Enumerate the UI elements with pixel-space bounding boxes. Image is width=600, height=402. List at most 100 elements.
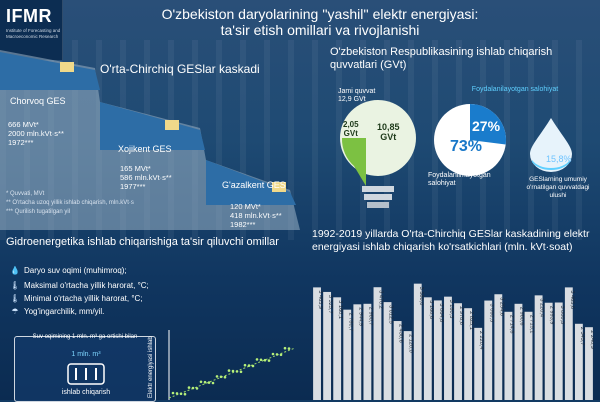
bar-2018 (574, 323, 583, 400)
hydro-share-pct: 15,8% (546, 154, 572, 164)
scatter-point (271, 352, 275, 356)
scatter-point (243, 363, 247, 367)
scatter-trend (168, 347, 296, 399)
bar-2008 (474, 327, 483, 400)
bar-2019 (585, 327, 593, 400)
flow-box-bottom: ishlab chiqarish (61, 389, 111, 396)
bar-2000 (393, 321, 402, 400)
scatter-point (195, 387, 199, 390)
hydro-share-label: GESlarning umumiy o'rnatilgan quvvatdagi… (526, 176, 590, 199)
bulb-base (364, 194, 392, 200)
scatter-point (183, 392, 187, 396)
bar-value-label: 2 220,4 (478, 331, 484, 350)
bar-2014 (534, 295, 543, 400)
thermal-capacity: 10,85 GVt (377, 122, 400, 142)
production-title: 1992-2019 yillarda O'rta-Chirchiq GESlar… (312, 228, 590, 253)
scatter-point (187, 386, 191, 389)
turbine-icon (67, 363, 105, 385)
factor-label: Minimal o'rtacha yillik harorat, °C; (24, 294, 143, 303)
station-icon (272, 182, 286, 192)
station-power: 666 MVt* (8, 120, 39, 129)
bar-value-label: 3 180,3 (448, 300, 454, 319)
capacities-title: O'zbekiston Respublikasining ishlab chiq… (330, 46, 553, 71)
note: *** Qurilish tugatilgan yil (6, 209, 71, 215)
bar-2017 (564, 287, 573, 400)
cascade-diagram (0, 50, 300, 230)
bar-value-label: 3 465,9 (317, 290, 323, 309)
scatter-point (199, 380, 203, 384)
factor-label: Yog'ingarchilik, mm/yil. (24, 307, 105, 316)
bar-2004 (433, 300, 442, 400)
bar-value-label: 2 960,7 (367, 307, 373, 326)
bar-2015 (544, 302, 553, 400)
bar-value-label: 2 430,6 (398, 324, 404, 343)
station-output: 586 mln.kVt·s** (120, 173, 172, 182)
station-year: 1972*** (8, 138, 34, 147)
bar-2009 (484, 300, 493, 400)
scatter-point (251, 364, 255, 368)
scatter-point (235, 370, 239, 373)
scatter-point (171, 391, 175, 395)
bar-1995 (343, 309, 352, 400)
bar-value-label: 2 714,8 (508, 315, 514, 334)
bar-2002 (413, 283, 422, 400)
potential-pie (434, 104, 506, 176)
bar-value-label: 3 470,2 (377, 290, 383, 309)
hydro-unit: GVt (343, 129, 358, 138)
scatter-point (227, 369, 231, 372)
pie-unused-label: Foydalanilmayotgan salohiyat (428, 172, 491, 187)
bulb-hydro-segment (341, 138, 366, 186)
thermal-unit: GVt (380, 132, 397, 142)
hydro-value: 2,05 (343, 120, 359, 129)
reservoir-xojikent (100, 102, 205, 150)
cascade-title: O'rta-Chirchiq GESlar kaskadi (100, 62, 260, 76)
scatter-point (247, 364, 251, 367)
bar-value-label: 3 012,5 (388, 305, 394, 324)
bar-2007 (464, 308, 473, 400)
bar-value-label: 2 345,7 (579, 327, 585, 346)
station-name: G'azalkent GES (222, 180, 286, 190)
pie-unused-pct: 73% (450, 138, 483, 155)
bar-value-label: 3 000,3 (559, 306, 565, 325)
bar-1992 (313, 287, 321, 400)
scatter-point (219, 375, 223, 379)
factor-label: Daryo suv oqimi (muhimroq); (24, 266, 127, 275)
scatter-points (171, 346, 291, 396)
hydro-capacity: 2,05 GVt (343, 120, 359, 138)
station-icon (165, 120, 179, 130)
pie-used-pct: 27% (472, 118, 501, 134)
station-name: Xojikent GES (118, 144, 172, 154)
water-drop-icon: 💧 (10, 266, 20, 275)
bar-value-label: 2 780,7 (347, 313, 353, 332)
total-capacity: Jami quvvat 12,9 GVt (338, 88, 375, 104)
scatter-point (283, 346, 287, 350)
lightbulb-icon (340, 100, 416, 208)
bar-value-label: 3 060,5 (488, 304, 494, 323)
bar-value-label: 3 220,4 (539, 298, 545, 317)
pie-used-label: Foydalanilayotgan salohiyat (471, 86, 559, 93)
cascade-notes: * Quvvati, MVt ** O'rtacha uzoq yillik i… (6, 190, 134, 217)
note: * Quvvati, MVt (6, 191, 45, 197)
bar-value-label: 3 580,0 (418, 287, 424, 306)
logo-wordmark: IFMR (6, 6, 52, 27)
station-output: 2000 mln.kVt·s** (8, 129, 64, 138)
scatter-point (239, 370, 243, 374)
logo-text: IFMR (6, 6, 52, 26)
flow-box-unit: 1 mln. m³ (71, 351, 101, 358)
bar-value-label: 3 325,7 (327, 295, 333, 314)
bar-value-label: 2 240,9 (589, 330, 594, 349)
thermometer-icon: 🌡 (10, 294, 21, 303)
bar-2013 (524, 311, 533, 400)
factor-item: 🌡 Maksimal o'rtacha yillik harorat, °C; (10, 281, 149, 290)
scatter-point (255, 358, 259, 361)
station-icon (60, 62, 74, 72)
station-power: 165 MVt* (120, 164, 151, 173)
factors-title: Gidroenergetika ishlab chiqarishiga ta's… (6, 236, 279, 248)
station-stats: 120 MVt* 418 mln.kVt·s** 1982*** (230, 202, 282, 229)
bar-value-label: 3 160,1 (337, 300, 343, 319)
scatter-point (231, 369, 235, 373)
scatter-point (211, 381, 215, 385)
note: ** O'rtacha uzoq yillik ishlab chiqarish… (6, 200, 134, 206)
station-stats: 165 MVt* 586 mln.kVt·s** 1977*** (120, 164, 172, 191)
bulb-base (362, 186, 394, 192)
